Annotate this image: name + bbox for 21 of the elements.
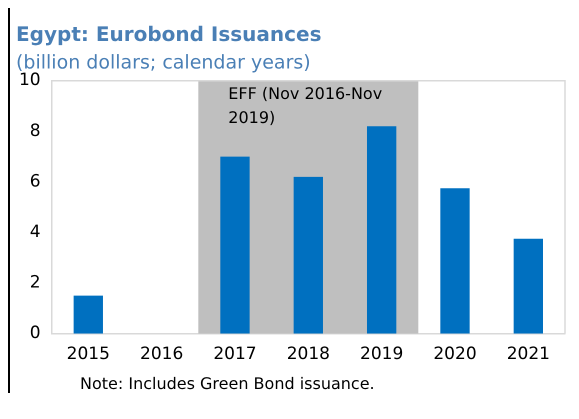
- chart-title: Egypt: Eurobond Issuances: [16, 22, 322, 46]
- x-tick-label: 2019: [360, 344, 404, 364]
- bar: [366, 126, 396, 334]
- bar: [440, 188, 470, 334]
- x-tick-label: 2016: [140, 344, 184, 364]
- x-tick-label: 2017: [213, 344, 257, 364]
- text: Note: Includes Green Bond issuance.: [80, 374, 376, 393]
- y-tick-label: 2: [30, 272, 41, 292]
- band-label: EFF (Nov 2016-Nov 2019): [228, 84, 382, 127]
- x-tick-label: 2015: [66, 344, 110, 364]
- y-tick-label: 0: [30, 323, 41, 344]
- bar: [74, 296, 103, 334]
- bar: [220, 156, 250, 334]
- y-tick-label: 8: [30, 120, 41, 141]
- x-tick-label: 2021: [506, 344, 550, 364]
- y-tick-label: 4: [30, 222, 41, 242]
- y-tick-label: 6: [30, 171, 41, 192]
- bar: [294, 176, 323, 334]
- x-tick-label: 2018: [286, 344, 330, 364]
- bar: [514, 238, 543, 334]
- x-tick-label: 2020: [433, 344, 477, 364]
